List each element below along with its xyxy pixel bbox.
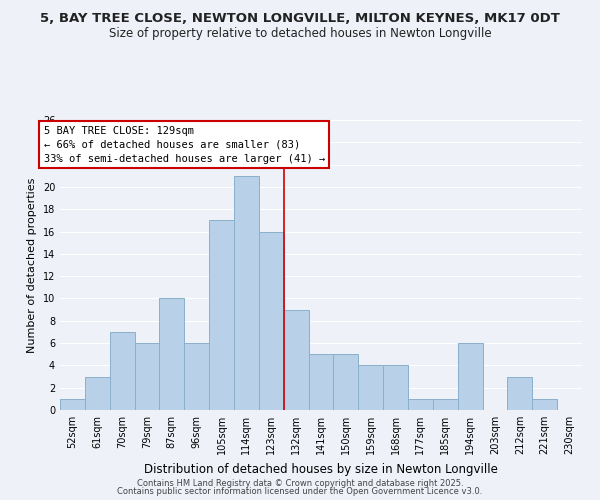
Bar (110, 332, 134, 410)
Bar (433, 399, 458, 410)
Bar (85, 376, 110, 410)
Bar (160, 298, 184, 410)
Text: 5 BAY TREE CLOSE: 129sqm
← 66% of detached houses are smaller (83)
33% of semi-d: 5 BAY TREE CLOSE: 129sqm ← 66% of detach… (44, 126, 325, 164)
Bar (234, 176, 259, 410)
Bar (408, 399, 433, 410)
Bar (134, 343, 160, 410)
Bar (209, 220, 234, 410)
Text: 5, BAY TREE CLOSE, NEWTON LONGVILLE, MILTON KEYNES, MK17 0DT: 5, BAY TREE CLOSE, NEWTON LONGVILLE, MIL… (40, 12, 560, 26)
Y-axis label: Number of detached properties: Number of detached properties (27, 178, 37, 352)
Bar (383, 366, 408, 410)
Bar (284, 310, 308, 410)
Bar (458, 343, 482, 410)
Bar (308, 354, 334, 410)
Text: Contains public sector information licensed under the Open Government Licence v3: Contains public sector information licen… (118, 487, 482, 496)
Bar (184, 343, 209, 410)
Bar (259, 232, 284, 410)
Text: Contains HM Land Registry data © Crown copyright and database right 2025.: Contains HM Land Registry data © Crown c… (137, 478, 463, 488)
Bar (508, 376, 532, 410)
Bar (334, 354, 358, 410)
Bar (358, 366, 383, 410)
Bar (60, 399, 85, 410)
Text: Size of property relative to detached houses in Newton Longville: Size of property relative to detached ho… (109, 28, 491, 40)
X-axis label: Distribution of detached houses by size in Newton Longville: Distribution of detached houses by size … (144, 462, 498, 475)
Bar (532, 399, 557, 410)
